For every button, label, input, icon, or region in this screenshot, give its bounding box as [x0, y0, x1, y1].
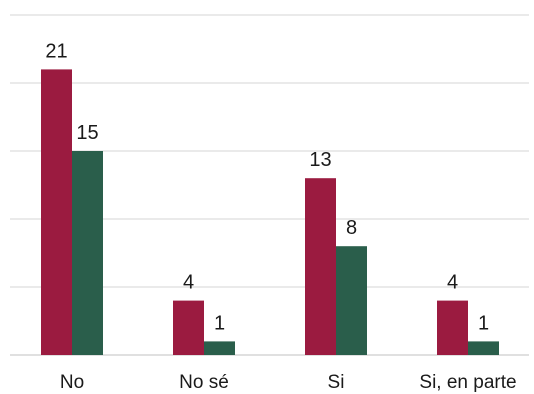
bar-series2-1 — [204, 341, 235, 355]
category-labels: No No sé Si Si, en parte — [60, 372, 517, 393]
category-label: Si, en parte — [419, 372, 516, 393]
category-label: Si — [328, 372, 345, 393]
value-label: 4 — [447, 272, 458, 294]
value-label: 13 — [309, 149, 331, 171]
category-label: No sé — [179, 372, 229, 393]
value-label: 1 — [478, 312, 489, 334]
category-label: No — [60, 372, 84, 393]
bar-series1-1 — [173, 300, 204, 355]
bar-series2-2 — [336, 246, 367, 355]
value-label: 8 — [346, 217, 357, 239]
value-label: 4 — [183, 272, 194, 294]
bar-series1-2 — [305, 178, 336, 355]
bar-series1-0 — [41, 69, 72, 356]
bar-series1-3 — [437, 300, 468, 355]
value-label: 21 — [45, 40, 67, 62]
value-label: 15 — [76, 122, 98, 144]
bar-series2-3 — [468, 341, 499, 355]
value-label: 1 — [214, 312, 225, 334]
bars — [41, 69, 499, 356]
bar-series2-0 — [72, 151, 103, 355]
